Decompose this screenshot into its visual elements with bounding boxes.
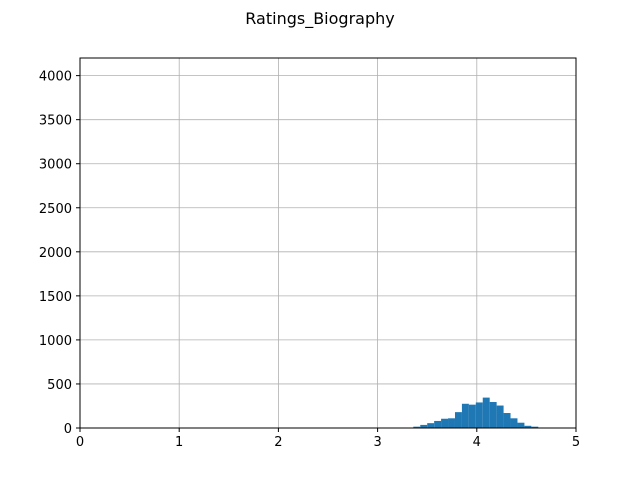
histogram-bar (482, 397, 490, 428)
histogram-bar (434, 420, 442, 428)
y-tick-label: 0 (64, 422, 72, 437)
histogram-bar (475, 402, 483, 428)
y-tick-label: 500 (47, 378, 72, 393)
histogram-bar (461, 403, 469, 428)
histogram-bars (392, 397, 546, 428)
y-tick-label: 1500 (39, 290, 72, 305)
histogram-bar (496, 405, 504, 428)
plot-frame (79, 57, 577, 429)
axis-ticks: 0 1 2 3 4 5 0 500 1000 1500 2000 2500 3000 3500 4000 (39, 70, 580, 450)
histogram-bar (531, 426, 539, 428)
histogram-bar (468, 404, 476, 428)
x-tick-label: 0 (76, 435, 84, 450)
histogram-bar (454, 412, 462, 428)
histogram-bar (441, 418, 449, 428)
histogram-bar (448, 418, 455, 428)
histogram-bar (420, 424, 428, 428)
histogram-bar (524, 425, 532, 428)
y-tick-label: 3000 (39, 158, 72, 173)
histogram-bar (427, 423, 435, 428)
y-tick-label: 1000 (39, 334, 72, 349)
x-tick-label: 4 (473, 435, 481, 450)
histogram-bar (510, 418, 518, 428)
x-tick-label: 5 (572, 435, 580, 450)
y-tick-label: 3500 (39, 114, 72, 129)
y-tick-label: 2000 (39, 246, 72, 261)
y-tick-label: 2500 (39, 202, 72, 217)
histogram-bar (503, 413, 511, 428)
histogram-bar (517, 422, 525, 428)
x-tick-label: 2 (274, 435, 282, 450)
x-tick-label: 1 (175, 435, 183, 450)
histogram-bar (413, 426, 421, 428)
chart-title: Ratings_Biography (245, 9, 394, 29)
histogram-bar (489, 402, 497, 428)
x-tick-label: 3 (373, 435, 381, 450)
y-tick-label: 4000 (39, 70, 72, 85)
